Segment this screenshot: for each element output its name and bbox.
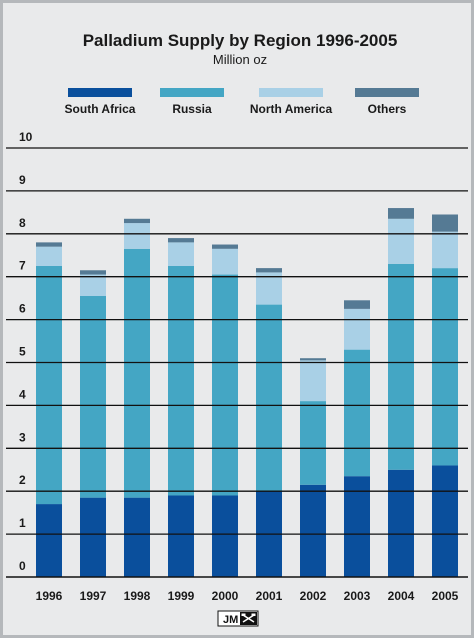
bar-1997-north-america <box>80 274 106 297</box>
bar-1996-russia <box>36 265 62 505</box>
bar-2002-others <box>300 358 326 361</box>
legend-label-russia: Russia <box>172 102 212 116</box>
x-tick-2001: 2001 <box>256 589 283 603</box>
x-tick-1997: 1997 <box>80 589 107 603</box>
x-tick-labels: 1996 1997 1998 1999 2000 2001 2002 2003 2004 2005 <box>36 589 459 603</box>
bar-2003-south-africa <box>344 476 370 577</box>
legend: South Africa Russia North America Others <box>65 88 419 116</box>
bar-1996-south-africa <box>36 504 62 577</box>
bar-1997-russia <box>80 296 106 498</box>
bar-2004-others <box>388 208 414 219</box>
y-tick-2: 2 <box>19 473 26 487</box>
bar-1996-north-america <box>36 246 62 266</box>
bar-2005-north-america <box>432 231 458 269</box>
bar-1998-north-america <box>124 223 150 249</box>
bar-2002-north-america <box>300 360 326 402</box>
legend-swatch-russia <box>160 88 224 97</box>
chart-subtitle: Million oz <box>213 52 267 67</box>
bar-2001-others <box>256 268 282 273</box>
y-tick-9: 9 <box>19 173 26 187</box>
bar-2005-south-africa <box>432 465 458 577</box>
bar-1997-others <box>80 270 106 275</box>
bar-2000-south-africa <box>212 495 238 577</box>
x-tick-1996: 1996 <box>36 589 63 603</box>
y-tick-3: 3 <box>19 430 26 444</box>
y-tick-7: 7 <box>19 259 26 273</box>
x-tick-2003: 2003 <box>344 589 371 603</box>
bar-2000-north-america <box>212 248 238 275</box>
legend-label-others: Others <box>368 102 407 116</box>
bar-1999-south-africa <box>168 495 194 577</box>
y-tick-10: 10 <box>19 130 33 144</box>
crossed-hammers-icon <box>241 613 256 623</box>
bar-2001-russia <box>256 304 282 492</box>
bar-2003-north-america <box>344 308 370 350</box>
bar-2000-russia <box>212 274 238 496</box>
bar-2002-south-africa <box>300 484 326 577</box>
y-tick-5: 5 <box>19 345 26 359</box>
legend-swatch-others <box>355 88 419 97</box>
bars <box>36 208 458 577</box>
x-tick-2002: 2002 <box>300 589 327 603</box>
bar-2005-others <box>432 214 458 232</box>
bar-2005-russia <box>432 268 458 466</box>
x-tick-2004: 2004 <box>388 589 415 603</box>
bar-1998-others <box>124 218 150 224</box>
bar-2000-others <box>212 244 238 249</box>
bar-1999-others <box>168 238 194 243</box>
y-tick-8: 8 <box>19 216 26 230</box>
logo-text: JM <box>223 614 238 626</box>
y-tick-1: 1 <box>19 516 26 530</box>
bar-1998-south-africa <box>124 497 150 577</box>
legend-swatch-north-america <box>259 88 323 97</box>
chart-title: Palladium Supply by Region 1996-2005 <box>83 31 398 50</box>
y-tick-labels: 0 1 2 3 4 5 6 7 8 9 10 <box>19 130 33 573</box>
x-tick-2005: 2005 <box>432 589 459 603</box>
bar-2003-russia <box>344 349 370 477</box>
bar-2002-russia <box>300 401 326 485</box>
bar-1999-russia <box>168 265 194 496</box>
bar-2001-north-america <box>256 272 282 305</box>
gridlines <box>6 147 468 578</box>
bar-1997-south-africa <box>80 497 106 577</box>
bar-2003-others <box>344 300 370 309</box>
bar-2004-north-america <box>388 218 414 264</box>
y-tick-0: 0 <box>19 559 26 573</box>
legend-label-north-america: North America <box>250 102 333 116</box>
bar-1999-north-america <box>168 242 194 266</box>
x-tick-1999: 1999 <box>168 589 195 603</box>
bar-1998-russia <box>124 248 150 498</box>
legend-label-south-africa: South Africa <box>65 102 136 116</box>
bar-2004-south-africa <box>388 469 414 577</box>
y-tick-4: 4 <box>19 387 26 401</box>
bar-1996-others <box>36 242 62 247</box>
legend-swatch-south-africa <box>68 88 132 97</box>
y-tick-6: 6 <box>19 302 26 316</box>
x-tick-1998: 1998 <box>124 589 151 603</box>
x-tick-2000: 2000 <box>212 589 239 603</box>
jm-logo: JM <box>217 610 259 627</box>
bar-2004-russia <box>388 263 414 470</box>
